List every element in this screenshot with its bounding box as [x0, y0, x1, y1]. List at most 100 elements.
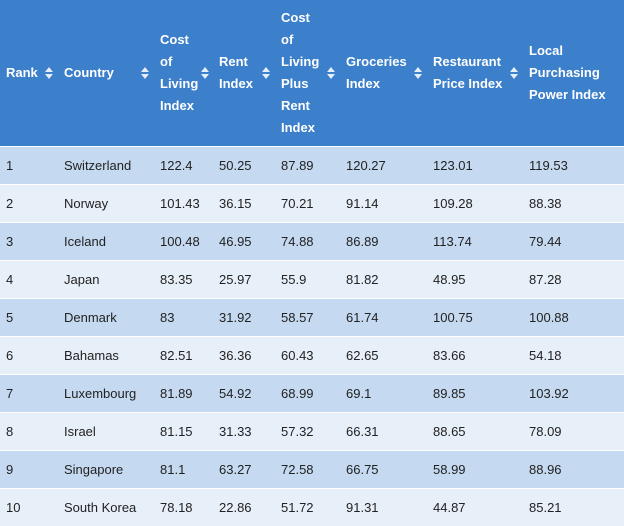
header-label: Country	[64, 62, 134, 84]
sort-arrows-icon[interactable]	[413, 67, 423, 79]
cell-purchasing-power: 85.21	[523, 489, 624, 526]
cell-cost-of-living: 83	[154, 299, 213, 337]
cell-restaurant: 123.01	[427, 147, 523, 185]
cell-country: South Korea	[58, 489, 154, 526]
cell-rank: 4	[0, 261, 58, 299]
cell-rent: 31.92	[213, 299, 275, 337]
col-header-rent-index[interactable]: Rent Index	[213, 0, 275, 147]
col-header-cost-of-living-plus-rent-index[interactable]: Cost of Living Plus Rent Index	[275, 0, 340, 147]
cell-rent: 63.27	[213, 451, 275, 489]
cell-col-plus-rent: 72.58	[275, 451, 340, 489]
cell-purchasing-power: 54.18	[523, 337, 624, 375]
cell-rent: 25.97	[213, 261, 275, 299]
col-header-local-purchasing-power-index[interactable]: Local Purchasing Power Index	[523, 0, 624, 147]
cell-rank: 2	[0, 185, 58, 223]
col-header-rank[interactable]: Rank	[0, 0, 58, 147]
cell-rent: 31.33	[213, 413, 275, 451]
cell-col-plus-rent: 60.43	[275, 337, 340, 375]
cell-cost-of-living: 83.35	[154, 261, 213, 299]
cell-col-plus-rent: 74.88	[275, 223, 340, 261]
cell-groceries: 91.14	[340, 185, 427, 223]
header-row: Rank Country Cost of Living Index Rent I…	[0, 0, 624, 147]
col-header-cost-of-living-index[interactable]: Cost of Living Index	[154, 0, 213, 147]
header-label: Cost of Living Plus Rent Index	[281, 7, 319, 139]
cell-rank: 3	[0, 223, 58, 261]
cell-restaurant: 48.95	[427, 261, 523, 299]
col-header-restaurant-price-index[interactable]: Restaurant Price Index	[427, 0, 523, 147]
sort-arrows-icon[interactable]	[509, 67, 519, 79]
cell-restaurant: 113.74	[427, 223, 523, 261]
cell-groceries: 66.31	[340, 413, 427, 451]
cell-col-plus-rent: 58.57	[275, 299, 340, 337]
cell-purchasing-power: 79.44	[523, 223, 624, 261]
cell-cost-of-living: 122.4	[154, 147, 213, 185]
cell-rent: 54.92	[213, 375, 275, 413]
cell-purchasing-power: 100.88	[523, 299, 624, 337]
cell-purchasing-power: 78.09	[523, 413, 624, 451]
cell-groceries: 81.82	[340, 261, 427, 299]
cell-groceries: 86.89	[340, 223, 427, 261]
cell-col-plus-rent: 51.72	[275, 489, 340, 526]
cell-country: Luxembourg	[58, 375, 154, 413]
col-header-groceries-index[interactable]: Groceries Index	[340, 0, 427, 147]
cell-rent: 36.36	[213, 337, 275, 375]
sort-arrows-icon[interactable]	[44, 67, 54, 79]
cell-country: Israel	[58, 413, 154, 451]
cell-rank: 7	[0, 375, 58, 413]
cell-country: Bahamas	[58, 337, 154, 375]
cell-rank: 5	[0, 299, 58, 337]
cell-rent: 36.15	[213, 185, 275, 223]
cell-rank: 6	[0, 337, 58, 375]
cell-cost-of-living: 81.89	[154, 375, 213, 413]
cell-restaurant: 109.28	[427, 185, 523, 223]
cell-groceries: 61.74	[340, 299, 427, 337]
cell-col-plus-rent: 57.32	[275, 413, 340, 451]
cell-restaurant: 100.75	[427, 299, 523, 337]
cell-groceries: 62.65	[340, 337, 427, 375]
cell-groceries: 120.27	[340, 147, 427, 185]
cell-rank: 1	[0, 147, 58, 185]
cell-country: Denmark	[58, 299, 154, 337]
cell-purchasing-power: 87.28	[523, 261, 624, 299]
cell-restaurant: 89.85	[427, 375, 523, 413]
cell-cost-of-living: 81.15	[154, 413, 213, 451]
cell-country: Singapore	[58, 451, 154, 489]
cell-restaurant: 83.66	[427, 337, 523, 375]
cell-col-plus-rent: 70.21	[275, 185, 340, 223]
cell-purchasing-power: 119.53	[523, 147, 624, 185]
cell-col-plus-rent: 68.99	[275, 375, 340, 413]
cell-rank: 9	[0, 451, 58, 489]
header-label: Restaurant Price Index	[433, 51, 507, 95]
cell-cost-of-living: 100.48	[154, 223, 213, 261]
sort-arrows-icon[interactable]	[200, 67, 209, 79]
sort-arrows-icon[interactable]	[326, 67, 336, 79]
cell-rent: 46.95	[213, 223, 275, 261]
cell-country: Switzerland	[58, 147, 154, 185]
cell-restaurant: 88.65	[427, 413, 523, 451]
col-header-country[interactable]: Country	[58, 0, 154, 147]
cell-groceries: 69.1	[340, 375, 427, 413]
sort-arrows-icon[interactable]	[140, 67, 150, 79]
sort-arrows-icon[interactable]	[261, 67, 271, 79]
header-label: Rent Index	[219, 51, 259, 95]
cell-col-plus-rent: 55.9	[275, 261, 340, 299]
cell-cost-of-living: 78.18	[154, 489, 213, 526]
cell-restaurant: 58.99	[427, 451, 523, 489]
header-label: Cost of Living Index	[160, 29, 198, 117]
cell-restaurant: 44.87	[427, 489, 523, 526]
cell-purchasing-power: 103.92	[523, 375, 624, 413]
cell-purchasing-power: 88.38	[523, 185, 624, 223]
header-label: Local Purchasing Power Index	[529, 40, 615, 106]
header-label: Groceries Index	[346, 51, 410, 95]
cell-rank: 8	[0, 413, 58, 451]
cell-col-plus-rent: 87.89	[275, 147, 340, 185]
